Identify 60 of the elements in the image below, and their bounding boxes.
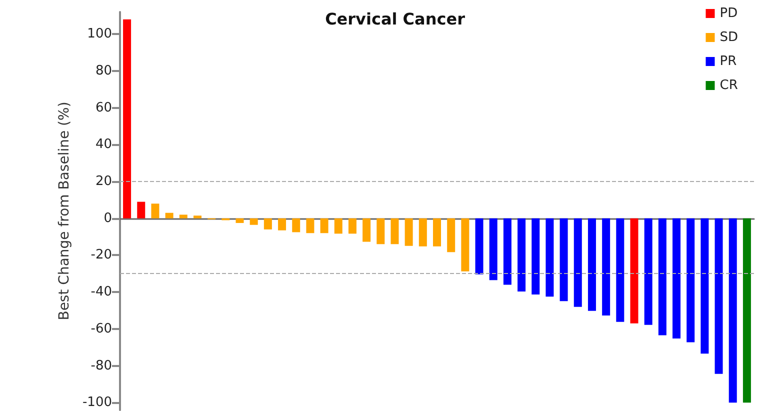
bar — [193, 216, 202, 218]
bar — [686, 218, 695, 342]
y-tick-label: 40 — [95, 137, 112, 152]
bar — [518, 218, 526, 292]
bar — [179, 214, 188, 218]
bar — [728, 218, 737, 403]
bar — [503, 218, 512, 285]
bar — [390, 218, 399, 244]
bar — [306, 218, 314, 234]
y-tick-label: 20 — [95, 174, 112, 190]
legend-label: CR — [720, 78, 738, 93]
y-tick-label: 80 — [95, 63, 112, 78]
bar — [630, 218, 638, 324]
legend-label: SD — [720, 30, 738, 45]
chart-title: Cervical Cancer — [325, 10, 466, 28]
bar — [137, 202, 146, 218]
bar — [700, 218, 709, 354]
bar — [151, 204, 160, 218]
bar — [532, 218, 540, 294]
y-tick-label: -100 — [82, 395, 112, 410]
y-tick-label: 0 — [104, 210, 112, 226]
bar — [334, 218, 342, 234]
bar — [461, 218, 470, 272]
bar — [658, 218, 666, 336]
bar — [292, 218, 300, 232]
bar — [742, 218, 751, 403]
bar — [250, 218, 258, 225]
bar — [362, 218, 371, 242]
y-tick-label: -20 — [90, 248, 112, 263]
bar — [433, 218, 441, 246]
bar — [404, 218, 413, 246]
bar — [376, 218, 385, 244]
y-tick-label: -60 — [90, 321, 112, 336]
bar — [236, 218, 244, 223]
bar — [644, 218, 652, 325]
legend-label: PR — [720, 54, 737, 69]
bar — [418, 218, 427, 246]
y-tick-label: -80 — [90, 358, 112, 374]
legend-label: PD — [720, 6, 738, 21]
y-axis-title: Best Change from Baseline (%) — [56, 102, 73, 320]
bar — [320, 218, 328, 234]
bar — [165, 212, 174, 218]
y-tick-label: 100 — [87, 26, 112, 42]
bar — [278, 218, 286, 230]
bar — [714, 218, 723, 374]
bar — [588, 218, 596, 311]
bar — [574, 218, 582, 307]
bar — [489, 218, 498, 280]
bar — [123, 19, 132, 218]
y-tick-label: -40 — [90, 284, 112, 300]
bar — [602, 218, 610, 316]
bar — [546, 218, 554, 297]
bar — [264, 218, 272, 230]
bar — [616, 218, 624, 322]
bar — [560, 218, 568, 302]
bar — [348, 218, 356, 234]
bar — [475, 218, 484, 274]
bar — [672, 218, 681, 339]
bar — [447, 218, 456, 252]
y-tick-label: 60 — [95, 100, 112, 116]
